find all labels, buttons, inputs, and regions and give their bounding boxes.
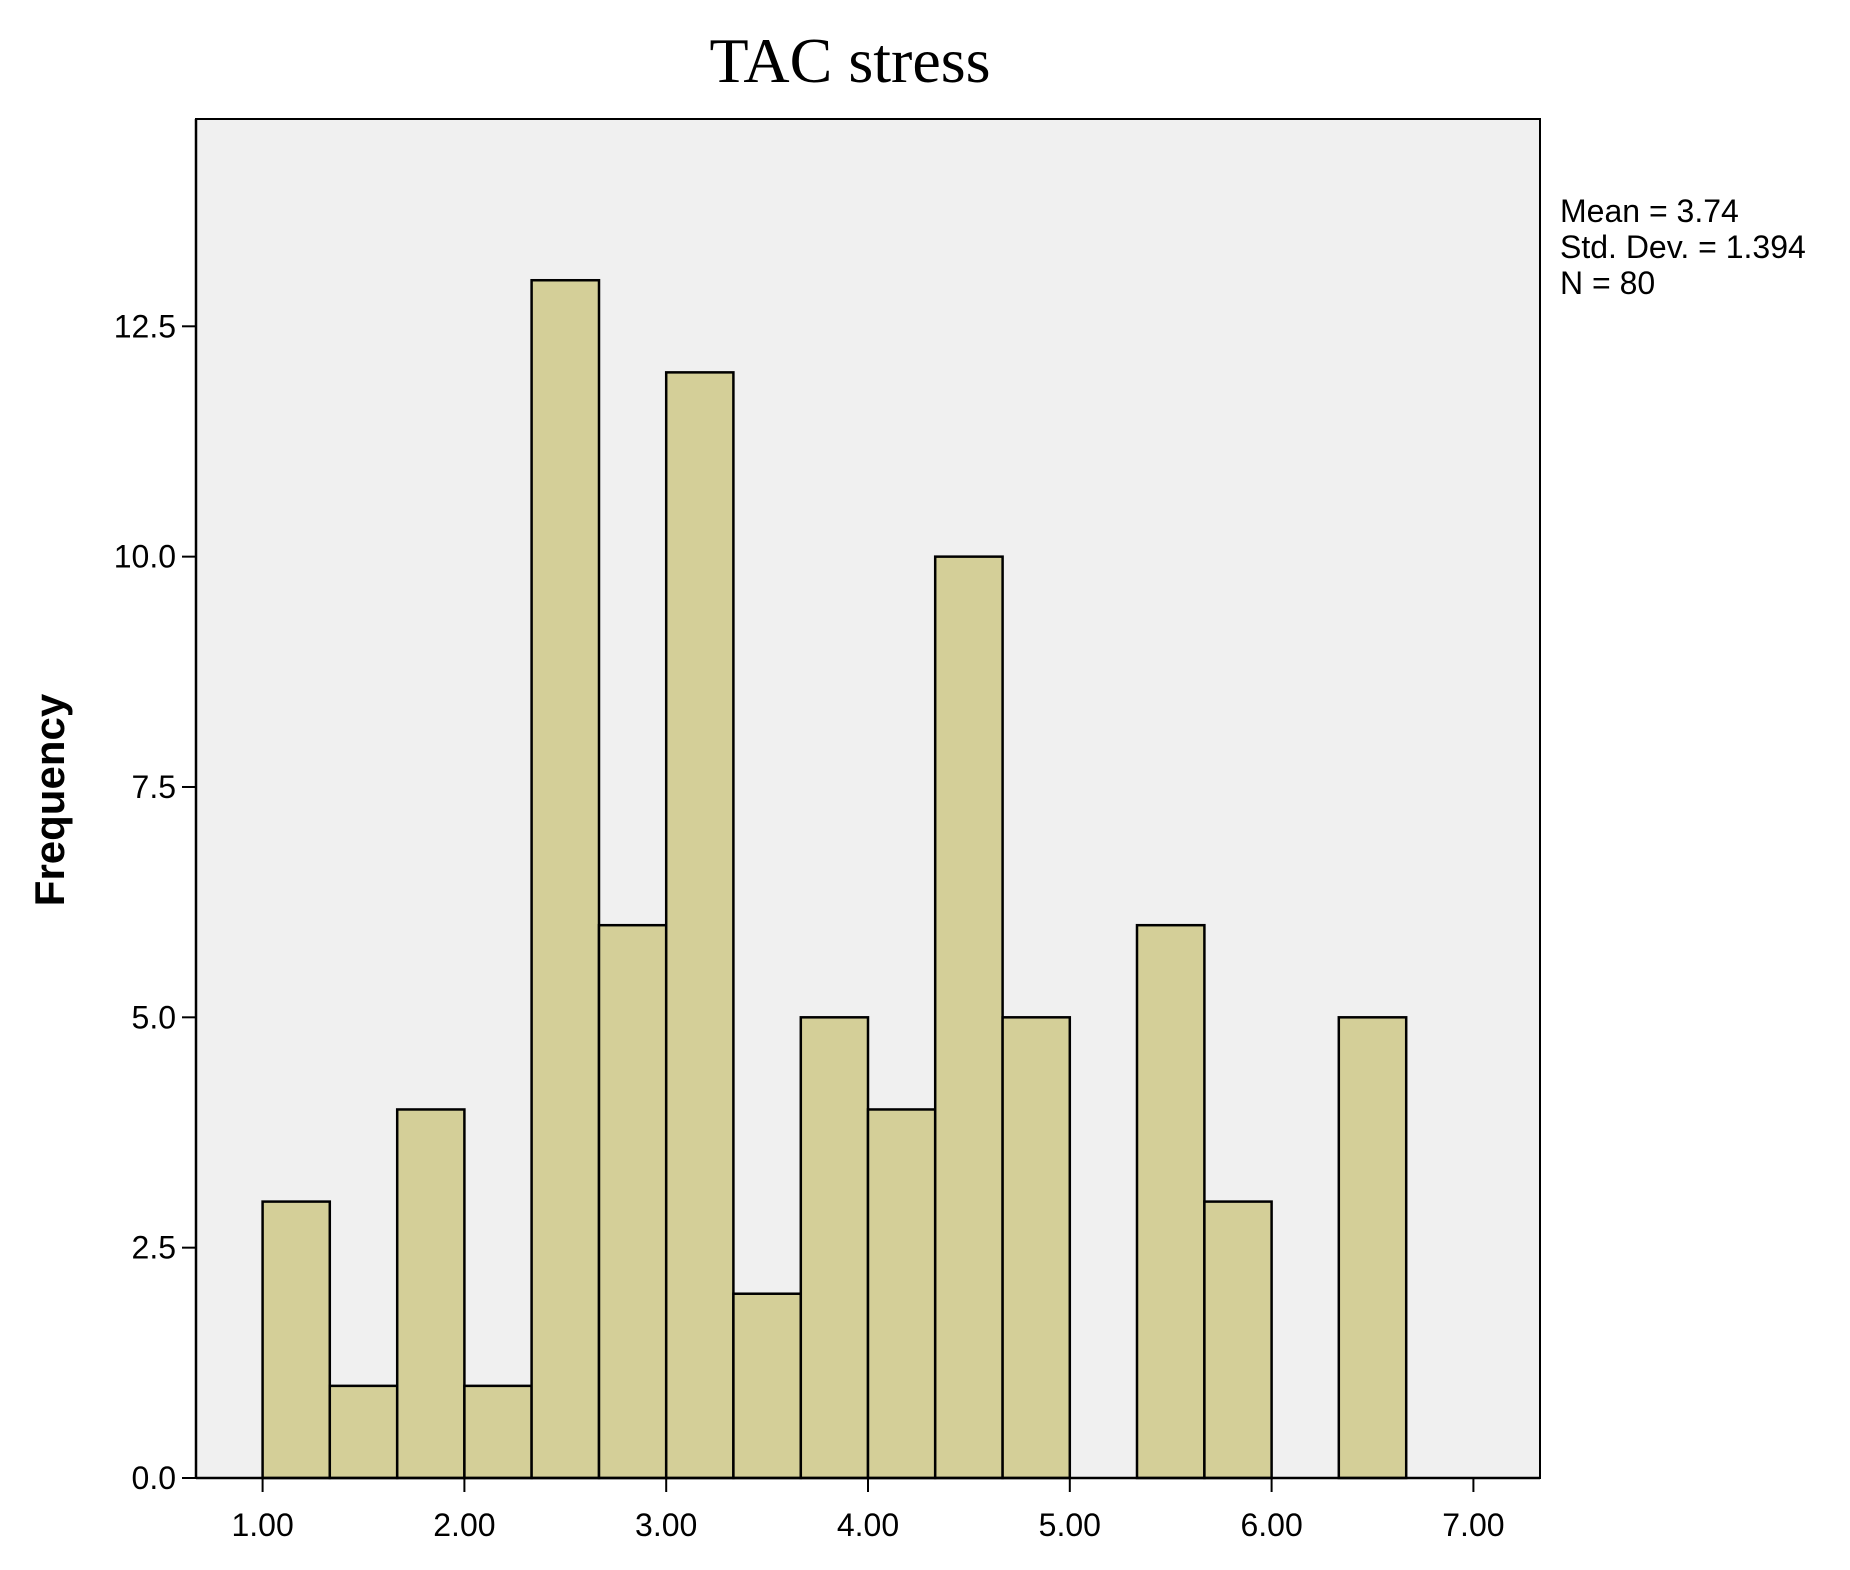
histogram-bar-8 [732,1292,803,1480]
histogram-bar-2 [328,1384,399,1480]
y-axis-ticks: 0.0 2.5 5.0 7.5 10.0 12.5 [114,308,196,1496]
y-tick-label: 5.0 [132,999,176,1035]
x-axis-ticks: 1.00 2.00 3.00 4.00 5.00 6.00 7.00 [231,1478,1505,1543]
bars [261,278,1408,1480]
x-tick-label: 7.00 [1442,1507,1504,1543]
x-tick-label: 4.00 [837,1507,899,1543]
histogram-bar-17 [1337,1016,1408,1480]
stat-line: Std. Dev. = 1.394 [1560,229,1806,265]
y-tick-label: 10.0 [114,539,176,575]
x-tick-label: 1.00 [231,1507,293,1543]
histogram-bar-15 [1203,1200,1273,1480]
histogram-bar-9 [799,1016,870,1480]
histogram-bar-11 [933,555,1004,1480]
histogram-bar-5 [530,278,601,1480]
y-axis-label: Frequency [26,693,73,906]
histogram-bar-6 [597,923,668,1480]
histogram-bar-10 [866,1108,937,1480]
chart-title: TAC stress [709,25,990,96]
histogram-bar-7 [664,371,735,1480]
y-tick-label: 7.5 [132,769,176,805]
x-tick-label: 5.00 [1039,1507,1101,1543]
x-tick-label: 6.00 [1240,1507,1302,1543]
y-tick-label: 0.0 [132,1460,176,1496]
histogram-bar-3 [395,1108,466,1480]
histogram-bar-4 [463,1384,533,1480]
x-tick-label: 3.00 [635,1507,697,1543]
x-tick-label: 2.00 [433,1507,495,1543]
stat-line: N = 80 [1560,265,1655,301]
y-tick-label: 12.5 [114,308,176,344]
stat-line: Mean = 3.74 [1560,193,1739,229]
histogram-bar-14 [1135,923,1206,1480]
histogram-bar-1 [261,1200,332,1480]
y-tick-label: 2.5 [132,1230,176,1266]
histogram-bar-12 [1001,1016,1072,1480]
